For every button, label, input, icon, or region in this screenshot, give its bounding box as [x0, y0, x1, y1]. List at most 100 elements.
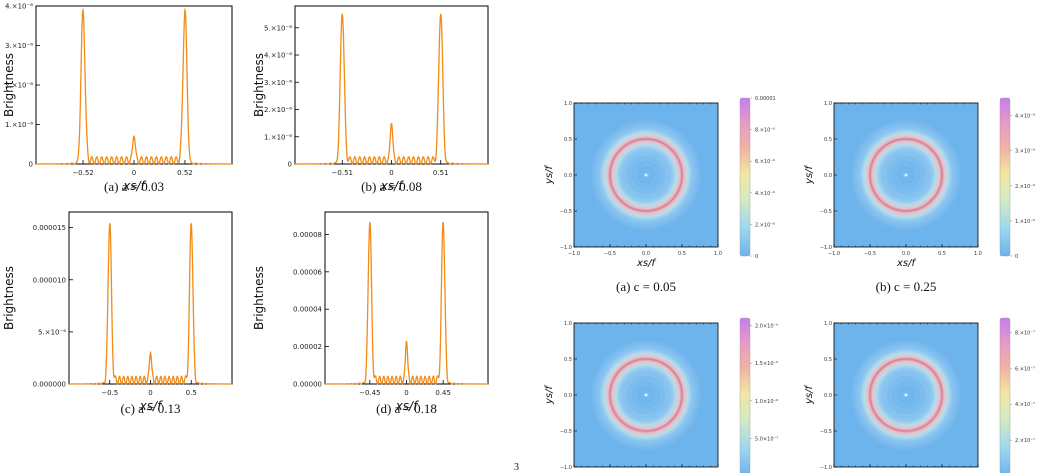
page-number: 3	[514, 462, 519, 473]
central-spot	[904, 173, 908, 177]
central-spot	[644, 393, 648, 397]
colorbar-tick-label: 4.×10⁻⁶	[755, 191, 775, 197]
x-tick-label: 0	[389, 169, 393, 177]
inner-fringe	[885, 374, 927, 416]
y-tick-label: 1.×10⁻⁶	[5, 121, 33, 129]
x-tick-label: 0	[132, 169, 136, 177]
x-tick-label: −0.51	[332, 169, 353, 177]
y-tick-label: 0.000015	[33, 224, 66, 232]
inner-fringe	[630, 159, 662, 191]
colorbar-tick-label: 0.00001	[755, 96, 776, 102]
colorbar-tick-label: 1.×10⁻⁶	[1015, 219, 1035, 225]
x-tick-label: 0.45	[435, 389, 451, 397]
y-tick-label: 3.×10⁻⁶	[5, 42, 33, 50]
x-tick-label: 0.0	[642, 251, 650, 257]
y-tick-label: −0.5	[560, 209, 572, 215]
inner-fringe	[625, 154, 667, 196]
subfigure-caption: (c) a = 0.13	[120, 401, 180, 416]
subfigure-caption: (a) a = 0.03	[104, 179, 164, 194]
y-axis-label: ys/f	[544, 165, 555, 185]
y-tick-label: 0.0	[824, 393, 832, 399]
brightness-plot: −0.51 0 0.51 0 1.×10⁻⁶ 2.×10⁻⁶ 3.×10⁻⁶ 4.×10⁻⁶ 5…	[252, 5, 489, 194]
y-tick-label: 1.0	[564, 101, 572, 107]
y-tick-label: 0.5	[564, 357, 572, 363]
y-tick-label: 1.×10⁻⁶	[264, 133, 292, 141]
colorbar-tick-label: 2.×10⁻⁷	[1015, 438, 1035, 444]
y-tick-label: 2.×10⁻⁶	[264, 106, 292, 114]
y-tick-label: −0.5	[820, 209, 832, 215]
y-tick-label: 0.5	[824, 137, 832, 143]
density-plot: −1.0 −0.5 0.0 0.5 1.0 ys/f 2.×10⁻⁷ 4.×10⁻⁷ 6.×10…	[804, 317, 1035, 473]
inner-fringe	[895, 384, 917, 406]
subfigure-caption: (d) a = 0.18	[376, 401, 437, 416]
brightness-plot: −0.52 0 0.52 0 1.×10⁻⁶ 2.×10⁻⁶ 3.×10⁻⁶ 4.×10⁻⁶ x…	[2, 3, 233, 194]
y-tick-label: 4.×10⁻⁶	[264, 52, 292, 60]
x-tick-label: −0.52	[72, 169, 93, 177]
x-axis-label: xs/f	[122, 179, 146, 193]
density-field	[574, 103, 718, 247]
y-tick-label: −1.0	[560, 465, 572, 471]
y-tick-label: 0.00004	[293, 306, 322, 314]
density-plot: −1.0−1.0 −0.5 −0.5 0.0 0.0 0.5 0.5 1.0 1.0 xs/f ys…	[804, 97, 1035, 294]
x-axis-label: xs/f	[636, 258, 656, 269]
x-tick-label: −0.45	[359, 389, 380, 397]
y-tick-label: 0.00002	[293, 343, 322, 351]
inner-fringe	[890, 379, 922, 411]
central-spot	[644, 173, 648, 177]
y-tick-label: 0.0	[564, 393, 572, 399]
colorbar-tick-label: 3.×10⁻⁶	[1015, 149, 1035, 155]
x-axis-label: xs/f	[395, 399, 419, 413]
x-tick-label: 0.5	[678, 251, 686, 257]
colorbar-tick-label: 0	[755, 254, 758, 260]
x-tick-label: −1.0	[828, 251, 840, 257]
y-tick-label: 0	[288, 161, 292, 169]
y-axis-label: Brightness	[2, 53, 16, 117]
inner-fringe	[635, 384, 657, 406]
y-axis-label: ys/f	[544, 385, 555, 405]
y-tick-label: 0.0	[564, 173, 572, 179]
y-axis-label: ys/f	[804, 165, 815, 185]
y-tick-label: −1.0	[560, 245, 572, 251]
colorbar-tick-label: 8.×10⁻⁶	[755, 128, 775, 134]
plot-frame	[68, 211, 233, 385]
plot-frame	[324, 211, 489, 385]
inner-fringe	[880, 149, 932, 201]
density-field	[834, 323, 978, 467]
y-tick-label: 0.0	[824, 173, 832, 179]
inner-fringe	[895, 164, 917, 186]
y-tick-label: 5.×10⁻⁶	[38, 328, 66, 336]
colorbar-tick-label: 2.×10⁻⁶	[1015, 184, 1035, 190]
colorbar-tick-label: 4.×10⁻⁶	[1015, 114, 1035, 120]
inner-fringe	[630, 379, 662, 411]
inner-fringe	[874, 363, 938, 427]
brightness-curve	[294, 13, 489, 165]
density-plots-group: −1.0−1.0−0.5−0.50.00.00.50.51.01.0xs/fys…	[544, 96, 1035, 473]
density-field	[574, 323, 718, 467]
y-tick-label: −1.0	[820, 465, 832, 471]
y-tick-label: 0.5	[824, 357, 832, 363]
x-tick-label: 1.0	[714, 251, 722, 257]
density-plot: −1.0−1.0 −0.5 −0.5 0.0 0.0 0.5 0.5 1.0 1.0 xs/f ys…	[544, 96, 776, 294]
x-tick-label: 0.5	[186, 389, 197, 397]
inner-fringe	[640, 389, 652, 401]
x-tick-label: −1.0	[568, 251, 580, 257]
y-tick-label: 2.×10⁻⁶	[5, 82, 33, 90]
colorbar-tick-label: 2.×10⁻⁶	[755, 222, 775, 228]
y-tick-label: 4.×10⁻⁶	[5, 3, 33, 11]
x-tick-label: −0.5	[101, 389, 118, 397]
x-tick-label: 0	[148, 389, 152, 397]
y-tick-label: 0.000010	[33, 276, 66, 284]
inner-fringe	[625, 374, 667, 416]
colorbar-tick-label: 6.×10⁻⁷	[1015, 366, 1035, 372]
inner-fringe	[620, 369, 672, 421]
y-tick-label: 0.000000	[33, 381, 66, 389]
x-axis-label: xs/f	[380, 179, 404, 193]
plot-frame	[35, 5, 233, 165]
x-tick-label: 0.51	[433, 169, 449, 177]
density-field	[834, 103, 978, 247]
inner-fringe	[614, 363, 678, 427]
inner-fringe	[635, 164, 657, 186]
colorbar-tick-label: 1.0×10⁻⁶	[755, 399, 778, 405]
colorbar	[999, 97, 1011, 257]
inner-fringe	[900, 389, 912, 401]
